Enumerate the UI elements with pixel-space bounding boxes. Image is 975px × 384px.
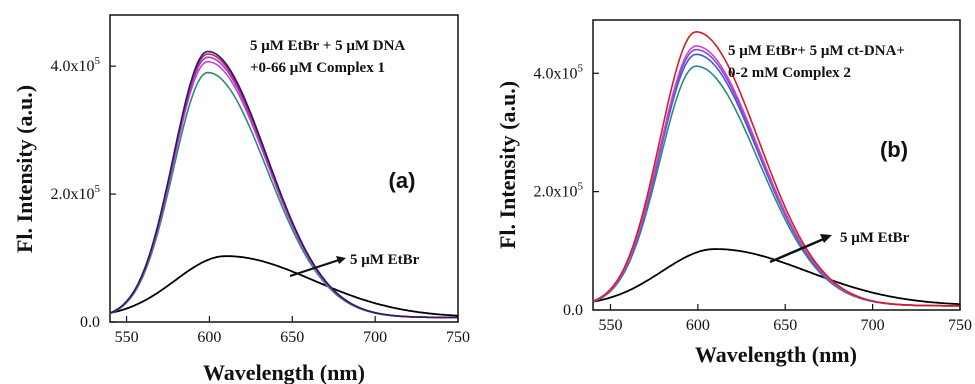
x-tick-label: 650 [773,317,797,334]
etbr-arrowhead-a [336,256,346,264]
y-tick-label: 2.0x105 [534,181,584,201]
plot-frame-b [592,19,961,311]
plot-frame-a [109,14,459,323]
series-line-a-5 [109,50,458,319]
x-axis-label-a: Wavelength (nm) [203,360,365,384]
series-group-a [109,50,459,319]
y-tick-label: 0.0 [563,302,583,319]
etbr-arrow-a [289,258,343,277]
annotation-line1-a: 5 μM EtBr + 5 μM DNA [250,38,405,54]
series-line-b-3 [592,48,960,307]
y-tick-label: 4.0x105 [51,55,101,75]
x-tick-label: 700 [861,317,885,334]
series-line-b-2 [592,53,960,307]
panel-label-a: (a) [389,168,416,193]
series-line-b-0 [592,248,961,306]
x-tick-label: 650 [280,329,304,346]
arrow-label-b: 5 μM EtBr [840,230,910,246]
x-tick-label: 750 [948,317,972,334]
x-tick-label: 550 [115,329,139,346]
series-line-a-0 [109,255,459,317]
etbr-arrow-b [769,236,827,264]
x-tick-label: 750 [446,329,470,346]
y-tick-label: 2.0x105 [51,183,101,203]
series-line-b-4 [592,45,960,307]
annotation-line1-b: 5 μM EtBr+ 5 μM ct-DNA+ [728,43,905,59]
etbr-arrowhead-b [820,234,832,243]
y-axis-label-a: Fl. Intensity (a.u.) [12,85,37,253]
y-tick-label: 4.0x105 [534,62,584,82]
chart-panel-b: 550 600 650 700 750 0.0 2.0x105 4.0x105 Wavele… [495,19,972,367]
x-tick-label: 700 [363,329,387,346]
series-line-a-1 [109,71,458,319]
x-tick-label: 550 [598,317,622,334]
arrow-label-a: 5 μM EtBr [350,252,420,268]
x-axis-label-b: Wavelength (nm) [695,342,857,367]
chart-panel-a: 550 600 650 700 750 0.0 2.0x105 4.0x105 Wavele… [12,14,470,384]
x-tick-label: 600 [686,317,710,334]
series-line-b-5 [592,30,960,307]
series-group-b [592,30,961,307]
y-tick-label: 0.0 [80,314,100,331]
annotation-line2-a: +0-66 μM Complex 1 [250,60,385,76]
y-axis-label-b: Fl. Intensity (a.u.) [495,81,520,249]
panel-label-b: (b) [880,137,908,162]
annotation-line2-b: 0-2 mM Complex 2 [728,65,851,81]
x-tick-label: 600 [197,329,221,346]
